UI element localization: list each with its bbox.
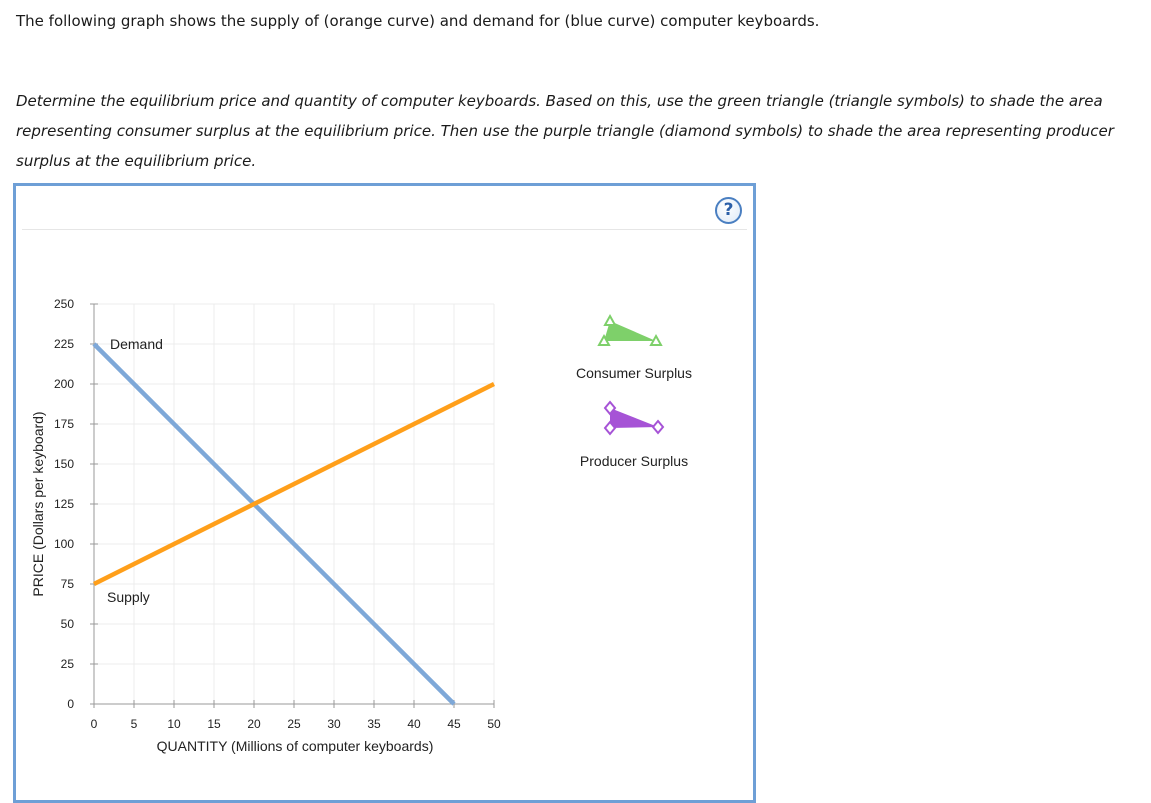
demand-curve (92, 342, 456, 706)
demand-curve-label: Demand (110, 336, 163, 352)
y-tick-label: 75 (61, 577, 75, 591)
producer-surplus-label: Producer Surplus (580, 453, 688, 469)
x-tick-label: 30 (327, 717, 341, 731)
grid (94, 303, 495, 704)
x-tick-label: 50 (487, 717, 501, 731)
x-tick-label: 25 (287, 717, 301, 731)
consumer-surplus-label: Consumer Surplus (576, 365, 692, 381)
diamond-symbol-icon (651, 419, 665, 435)
x-tick-label: 0 (91, 717, 98, 731)
x-tick-label: 40 (407, 717, 421, 731)
consumer-surplus-triangle-icon (604, 321, 656, 341)
producer-surplus-triangle-icon (610, 408, 658, 428)
series (92, 342, 496, 706)
x-axis-title: QUANTITY (Millions of computer keyboards… (157, 738, 434, 754)
axes: 0 5 10 15 20 25 30 35 40 45 50 0 25 50 75 100 125 150 175 2… (54, 297, 501, 731)
diamond-symbol-icon (603, 400, 617, 416)
triangle-symbol-icon (597, 333, 611, 346)
producer-surplus-tool[interactable] (603, 400, 665, 436)
panel-divider (22, 229, 747, 230)
x-tick-label: 20 (247, 717, 261, 731)
y-tick-label: 175 (54, 417, 74, 431)
diamond-symbol-icon (603, 420, 617, 436)
supply-demand-graph: 0 5 10 15 20 25 30 35 40 45 50 0 25 50 75 100 125 150 175 2… (30, 297, 692, 754)
supply-curve-label: Supply (107, 589, 150, 605)
y-tick-label: 0 (67, 697, 74, 711)
x-tick-label: 15 (207, 717, 221, 731)
y-tick-label: 125 (54, 497, 74, 511)
y-tick-label: 250 (54, 297, 74, 311)
y-tick-label: 200 (54, 377, 74, 391)
y-tick-label: 225 (54, 337, 74, 351)
y-axis-title: PRICE (Dollars per keyboard) (30, 411, 46, 596)
instructions-text: Determine the equilibrium price and quan… (16, 92, 1114, 170)
y-tick-label: 100 (54, 537, 74, 551)
x-tick-label: 10 (167, 717, 181, 731)
graph-panel: ? (13, 183, 756, 803)
supply-curve (92, 381, 496, 587)
x-tick-label: 35 (367, 717, 381, 731)
help-button[interactable]: ? (715, 197, 742, 224)
y-tick-label: 50 (61, 617, 75, 631)
triangle-symbol-icon (649, 333, 663, 346)
consumer-surplus-tool[interactable] (597, 313, 663, 346)
intro-text: The following graph shows the supply of … (16, 12, 820, 30)
x-tick-label: 5 (131, 717, 138, 731)
triangle-symbol-icon (603, 313, 617, 326)
x-tick-label: 45 (447, 717, 461, 731)
y-tick-label: 25 (61, 657, 75, 671)
y-tick-label: 150 (54, 457, 74, 471)
